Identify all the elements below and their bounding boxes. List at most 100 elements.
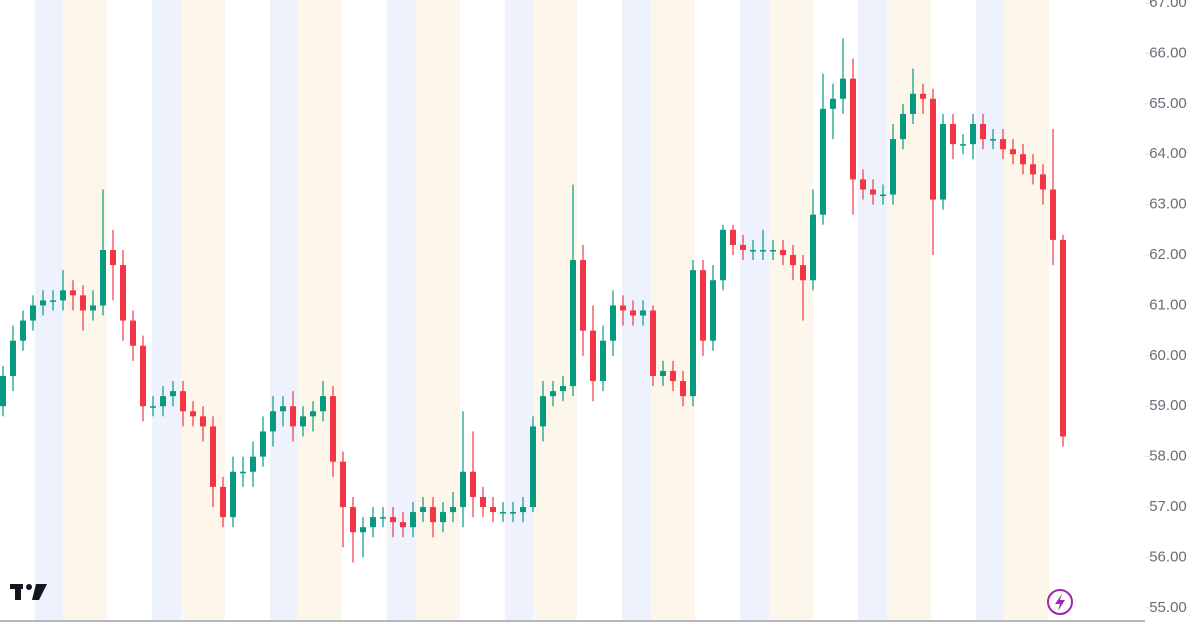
candle-body bbox=[890, 139, 896, 195]
candle-body bbox=[100, 249, 106, 306]
candle-body bbox=[710, 280, 716, 341]
candle-body bbox=[910, 93, 916, 114]
candle-body bbox=[880, 194, 886, 197]
candle-body bbox=[810, 214, 816, 281]
candle-body bbox=[200, 416, 206, 427]
premarket-band bbox=[152, 0, 181, 620]
candle-body bbox=[1020, 154, 1026, 165]
candle-body bbox=[450, 507, 456, 513]
alert-circle[interactable] bbox=[1047, 589, 1073, 615]
afterhours-band bbox=[887, 0, 931, 620]
y-tick-label: 63.00 bbox=[1149, 196, 1187, 213]
premarket-band bbox=[740, 0, 769, 620]
candle-body bbox=[770, 249, 776, 252]
afterhours-band bbox=[1004, 0, 1049, 620]
candle-body bbox=[270, 411, 276, 432]
candle-body bbox=[660, 370, 666, 376]
candle-body bbox=[680, 381, 686, 397]
candle-body bbox=[370, 517, 376, 528]
candle-body bbox=[50, 300, 56, 302]
y-tick-label: 59.00 bbox=[1149, 397, 1187, 414]
afterhours-band bbox=[769, 0, 813, 620]
candle-body bbox=[430, 507, 436, 523]
candle-body bbox=[820, 108, 826, 215]
y-tick-label: 57.00 bbox=[1149, 498, 1187, 515]
candle-body bbox=[830, 98, 836, 109]
candle-body bbox=[640, 310, 646, 316]
candle-body bbox=[310, 411, 316, 417]
candle-body bbox=[790, 255, 796, 266]
candle-body bbox=[330, 396, 336, 462]
candle-body bbox=[990, 139, 996, 141]
candle-body bbox=[230, 471, 236, 518]
afterhours-band bbox=[533, 0, 577, 620]
candle-body bbox=[480, 496, 486, 508]
candle-body bbox=[970, 123, 976, 145]
candle-body bbox=[940, 123, 946, 200]
candle-body bbox=[180, 391, 186, 412]
candle-body bbox=[580, 260, 586, 331]
logo-part bbox=[32, 584, 47, 600]
candle-body bbox=[620, 305, 626, 311]
candle-body bbox=[300, 416, 306, 427]
candle-body bbox=[360, 527, 366, 533]
candle-body bbox=[1010, 149, 1016, 155]
candle-body bbox=[540, 396, 546, 427]
y-tick-label: 62.00 bbox=[1149, 246, 1187, 263]
premarket-band bbox=[270, 0, 298, 620]
candle-body bbox=[10, 340, 16, 376]
candle-body bbox=[70, 290, 76, 296]
alert-icon[interactable] bbox=[1047, 589, 1073, 615]
candle-body bbox=[1050, 189, 1056, 240]
candle-body bbox=[400, 522, 406, 528]
premarket-band bbox=[35, 0, 63, 620]
candle-body bbox=[980, 123, 986, 140]
candle-body bbox=[20, 320, 26, 341]
candle-body bbox=[30, 305, 36, 321]
premarket-band bbox=[505, 0, 533, 620]
premarket-band bbox=[622, 0, 651, 620]
candle-body bbox=[410, 512, 416, 528]
candle-body bbox=[850, 78, 856, 180]
y-tick-label: 55.00 bbox=[1149, 599, 1187, 616]
candle-body bbox=[0, 375, 6, 407]
candle-body bbox=[130, 320, 136, 346]
candle-body bbox=[1030, 164, 1036, 175]
candle-body bbox=[860, 179, 866, 190]
candle-body bbox=[1060, 239, 1066, 437]
candle-body bbox=[520, 507, 526, 513]
candle-body bbox=[290, 406, 296, 427]
candle-body bbox=[690, 270, 696, 397]
logo-part bbox=[26, 584, 32, 590]
candle-body bbox=[920, 93, 926, 99]
candle-body bbox=[80, 295, 86, 311]
premarket-band bbox=[976, 0, 1004, 620]
candle-body bbox=[60, 290, 66, 301]
candle-body bbox=[870, 189, 876, 195]
candle-body bbox=[900, 113, 906, 140]
y-tick-label: 67.00 bbox=[1149, 0, 1187, 11]
candle-body bbox=[460, 471, 466, 508]
candle-body bbox=[600, 340, 606, 382]
candle-body bbox=[800, 265, 806, 281]
y-tick-label: 66.00 bbox=[1149, 44, 1187, 61]
candle-body bbox=[220, 486, 226, 518]
candle-body bbox=[490, 507, 496, 513]
candle-body bbox=[150, 406, 156, 408]
y-tick-label: 60.00 bbox=[1149, 347, 1187, 364]
candle-body bbox=[280, 406, 286, 412]
candle-body bbox=[1000, 139, 1006, 150]
alert-bolt[interactable] bbox=[1055, 594, 1065, 611]
candle-body bbox=[650, 310, 656, 376]
candle-body bbox=[960, 144, 966, 146]
candle-body bbox=[720, 229, 726, 281]
logo-part bbox=[15, 584, 21, 600]
candle-body bbox=[90, 305, 96, 311]
candle-body bbox=[840, 78, 846, 99]
session-bands bbox=[35, 0, 1049, 620]
candle-body bbox=[930, 98, 936, 200]
candle-body bbox=[320, 396, 326, 412]
candle-body bbox=[700, 270, 706, 341]
candle-body bbox=[260, 431, 266, 457]
